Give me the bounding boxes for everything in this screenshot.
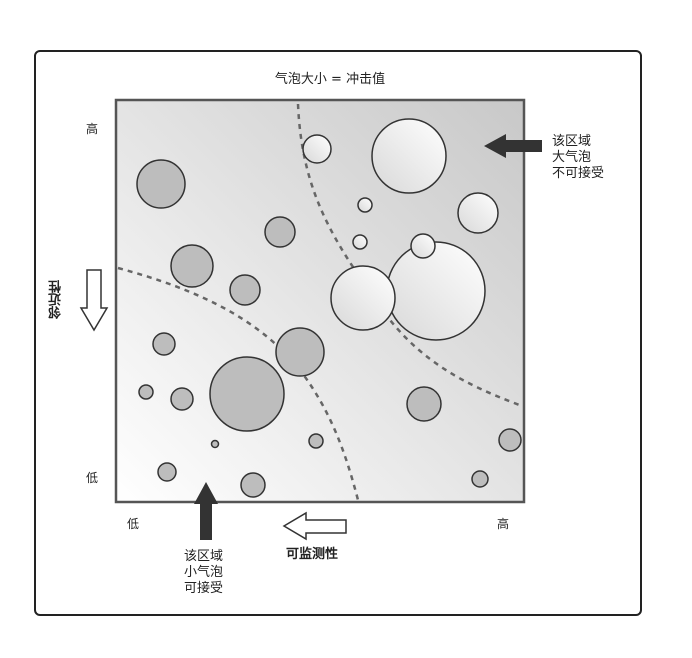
note-small-line-1: 该区域 <box>184 549 224 564</box>
bubble <box>498 428 522 452</box>
x-axis-low-tick: 低 <box>127 517 140 531</box>
bubble <box>152 332 176 356</box>
note-arrow-big <box>484 134 542 158</box>
bubble <box>410 233 436 259</box>
x-axis-arrow <box>282 511 347 541</box>
y-axis-arrow <box>79 269 109 332</box>
bubble <box>357 197 373 213</box>
note-small-line-2: 小气泡 <box>184 565 224 580</box>
bubble <box>240 472 266 498</box>
bubble <box>138 384 154 400</box>
bubble <box>371 118 447 194</box>
bubble <box>406 386 442 422</box>
bubble <box>170 244 214 288</box>
bubble <box>264 216 296 248</box>
note-small-bubbles: 该区域 小气泡 可接受 <box>184 549 223 597</box>
bubble <box>330 265 396 331</box>
bubble <box>229 274 261 306</box>
note-big-line-1: 该区域 <box>552 134 592 149</box>
note-arrow-small <box>194 482 218 540</box>
diagram-title: 气泡大小 = 冲击值 <box>274 72 386 87</box>
diagram-frame <box>34 50 642 616</box>
x-axis-high-tick: 高 <box>497 517 510 531</box>
x-axis-label: 可监测性 <box>286 547 339 562</box>
bubble <box>170 387 194 411</box>
note-big-bubbles: 该区域 大气泡 不可接受 <box>552 134 604 182</box>
bubble <box>275 327 325 377</box>
bubble <box>136 159 186 209</box>
bubble <box>386 241 486 341</box>
bubble <box>471 470 489 488</box>
note-big-line-3: 不可接受 <box>552 166 605 181</box>
note-small-line-3: 可接受 <box>184 581 224 596</box>
bubble <box>210 439 220 449</box>
y-axis-high-tick: 高 <box>86 122 99 136</box>
bubble <box>352 234 368 250</box>
bubble <box>457 192 499 234</box>
y-axis-low-tick: 低 <box>86 471 99 485</box>
bubble <box>308 433 324 449</box>
y-axis-label: 邻近性 <box>49 280 64 320</box>
bubble <box>302 134 332 164</box>
note-big-line-2: 大气泡 <box>552 150 592 165</box>
bubble <box>209 356 285 432</box>
bubble <box>157 462 177 482</box>
